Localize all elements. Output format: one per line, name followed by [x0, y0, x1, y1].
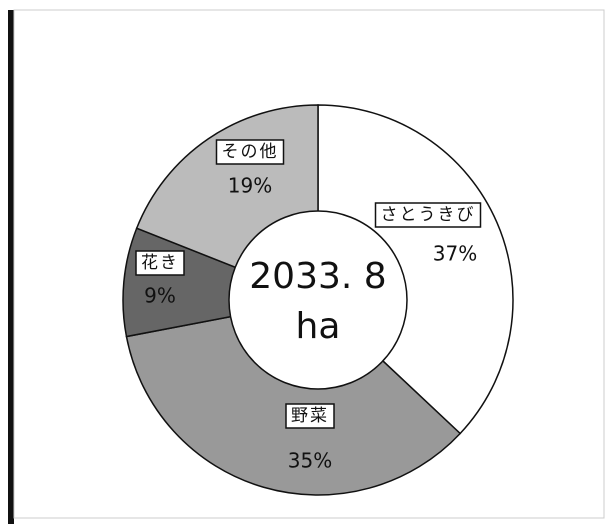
slice: [317, 104, 514, 435]
value-label: 19%: [228, 174, 272, 198]
center-value: 2033. 8: [249, 256, 386, 297]
donut-hole: [228, 210, 408, 390]
side-bar: [8, 10, 14, 524]
label-box: [215, 139, 285, 165]
label-box: [285, 403, 335, 429]
label-box: [135, 250, 185, 276]
value-label: 35%: [288, 449, 332, 473]
category-label: 野菜: [291, 406, 329, 426]
category-label: その他: [222, 142, 279, 162]
value-label: 9%: [144, 284, 176, 308]
center-unit: ha: [296, 306, 341, 347]
frame: [13, 9, 605, 519]
label-box: [374, 202, 482, 228]
category-label: 花き: [141, 253, 179, 273]
category-label: さとうきび: [381, 205, 476, 225]
slice: [125, 299, 462, 496]
value-label: 37%: [433, 242, 477, 266]
